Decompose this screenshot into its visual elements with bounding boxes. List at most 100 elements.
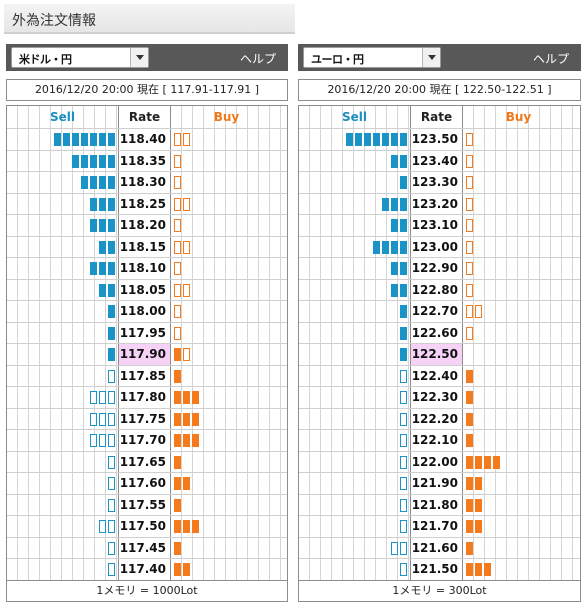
help-link[interactable]: ヘルプ <box>532 52 569 66</box>
sell-mark <box>108 455 115 469</box>
rate-cell: 118.20 <box>118 215 171 236</box>
currency-pair-select[interactable]: ユーロ・円 <box>303 47 441 68</box>
buy-cell <box>463 236 574 257</box>
sell-cell <box>7 451 118 472</box>
order-row: 123.20 <box>299 193 580 215</box>
rate-cell: 121.50 <box>410 559 463 581</box>
buy-mark <box>174 197 181 211</box>
order-row: 122.30 <box>299 387 580 409</box>
rate-cell: 118.05 <box>118 279 171 300</box>
buy-mark <box>466 434 473 447</box>
buy-mark <box>466 133 473 146</box>
sell-cell <box>7 408 118 429</box>
sell-mark <box>108 498 115 512</box>
rate-cell: 118.10 <box>118 258 171 279</box>
sell-mark <box>400 133 407 146</box>
buy-mark <box>174 305 181 318</box>
sell-cell <box>299 451 410 472</box>
sell-mark <box>99 434 106 447</box>
sell-mark <box>400 154 407 168</box>
buy-mark <box>183 477 190 490</box>
sell-header: Sell <box>7 106 118 128</box>
rate-cell: 122.80 <box>410 279 463 300</box>
rate-cell: 122.60 <box>410 322 463 343</box>
buy-mark <box>174 477 181 490</box>
buy-mark <box>466 197 473 211</box>
buy-cell <box>171 430 282 451</box>
sell-mark <box>364 133 371 146</box>
scale-footer: 1メモリ = 300Lot <box>298 580 581 602</box>
rate-cell: 123.20 <box>410 193 463 214</box>
rate-header: Rate <box>118 106 171 128</box>
order-row: 122.80 <box>299 279 580 301</box>
grid-header: Sell Rate Buy <box>299 106 580 129</box>
help-link[interactable]: ヘルプ <box>239 52 276 66</box>
sell-mark <box>108 240 115 254</box>
sell-cell <box>7 215 118 236</box>
buy-mark <box>174 391 181 404</box>
sell-mark <box>63 133 70 146</box>
buy-cell <box>463 451 574 472</box>
sell-mark <box>72 154 79 168</box>
order-grid: Sell Rate Buy 118.40 118.35 118.30 118.25 118.2… <box>6 105 288 582</box>
buy-mark <box>174 563 181 576</box>
sell-mark <box>108 133 115 146</box>
rate-cell: 117.65 <box>118 451 171 472</box>
buy-mark <box>466 412 473 426</box>
sell-mark <box>99 391 106 404</box>
sell-cell <box>7 150 118 171</box>
sell-mark <box>99 219 106 232</box>
buy-cell <box>463 430 574 451</box>
sell-mark <box>108 412 115 426</box>
buy-cell <box>463 258 574 279</box>
buy-cell <box>171 559 282 581</box>
buy-mark <box>174 283 181 297</box>
sell-cell <box>299 236 410 257</box>
sell-mark <box>373 240 380 254</box>
rate-cell: 123.30 <box>410 172 463 193</box>
rate-cell: 122.90 <box>410 258 463 279</box>
sell-cell <box>7 129 118 150</box>
sell-cell <box>7 516 118 537</box>
sell-mark <box>99 520 106 533</box>
rate-cell: 117.60 <box>118 473 171 494</box>
sell-mark <box>108 262 115 275</box>
order-row: 118.10 <box>7 258 287 280</box>
dropdown-button[interactable] <box>130 48 148 67</box>
buy-cell <box>463 387 574 408</box>
sell-mark <box>391 133 398 146</box>
sell-cell <box>299 537 410 558</box>
buy-mark <box>466 391 473 404</box>
currency-pair-select[interactable]: 米ドル・円 <box>11 47 149 68</box>
buy-mark <box>183 133 190 146</box>
buy-mark <box>183 348 190 361</box>
sell-mark <box>108 520 115 533</box>
grid-header: Sell Rate Buy <box>7 106 287 129</box>
sell-mark <box>108 348 115 361</box>
sell-mark <box>400 563 407 576</box>
buy-mark <box>466 520 473 533</box>
buy-mark <box>183 520 190 533</box>
rate-cell: 122.00 <box>410 451 463 472</box>
buy-mark <box>475 520 482 533</box>
order-row: 118.20 <box>7 215 287 237</box>
buy-mark <box>183 283 190 297</box>
sell-mark <box>400 434 407 447</box>
sell-mark <box>108 369 115 383</box>
sell-mark <box>108 434 115 447</box>
sell-mark <box>400 477 407 490</box>
buy-mark <box>466 305 473 318</box>
dropdown-button[interactable] <box>422 48 440 67</box>
rate-cell: 117.50 <box>118 516 171 537</box>
sell-mark <box>108 283 115 297</box>
panel-toolbar: ユーロ・円 ヘルプ <box>298 44 581 71</box>
buy-mark <box>466 541 473 555</box>
buy-mark <box>475 498 482 512</box>
buy-cell <box>171 494 282 515</box>
chevron-down-icon <box>428 55 436 60</box>
sell-cell <box>299 387 410 408</box>
buy-mark <box>466 283 473 297</box>
sell-cell <box>299 430 410 451</box>
sell-mark <box>400 391 407 404</box>
sell-cell <box>299 258 410 279</box>
